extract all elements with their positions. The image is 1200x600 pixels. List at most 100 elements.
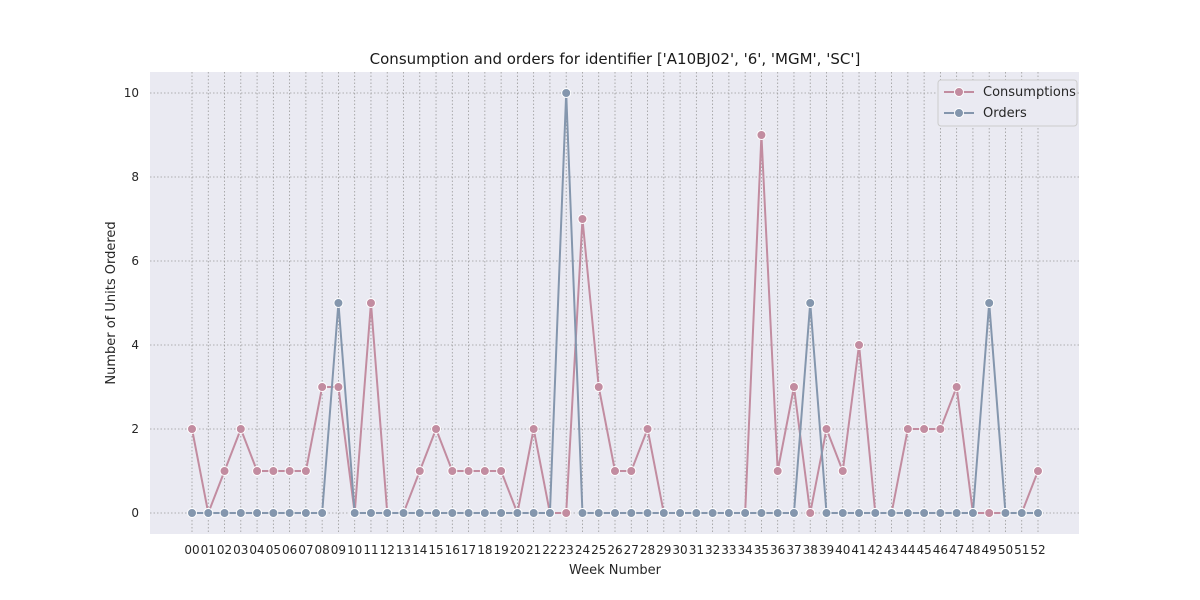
data-point-orders <box>902 508 913 518</box>
data-point-orders <box>1000 508 1011 518</box>
data-point-consumptions <box>577 214 588 224</box>
data-point-consumptions <box>788 382 799 392</box>
legend-label-consumptions: Consumptions <box>983 85 1076 100</box>
data-point-orders <box>235 508 246 518</box>
x-tick-label: 04 <box>249 543 264 557</box>
x-tick-label: 12 <box>380 543 395 557</box>
data-point-consumptions <box>365 298 376 308</box>
data-point-consumptions <box>610 466 620 476</box>
x-tick-label: 33 <box>721 543 736 557</box>
x-tick-label: 05 <box>266 543 281 557</box>
data-point-orders <box>203 508 214 518</box>
data-point-orders <box>365 508 376 518</box>
data-point-consumptions <box>463 466 474 476</box>
data-point-consumptions <box>1033 466 1043 476</box>
x-tick-labels: 00 01 02 03 04 05 06 07 08 09 10 11 12 13 14 15 16 17 18 19… <box>184 543 1045 557</box>
x-tick-label: 49 <box>982 543 997 557</box>
data-point-orders <box>951 508 962 518</box>
data-point-consumptions <box>333 382 344 392</box>
data-point-orders <box>561 88 572 98</box>
data-point-orders <box>593 508 604 518</box>
data-point-consumptions <box>447 466 458 476</box>
data-point-consumptions <box>528 424 539 434</box>
data-point-orders <box>187 508 197 518</box>
data-point-consumptions <box>431 424 442 434</box>
x-tick-label: 44 <box>900 543 915 557</box>
x-tick-label: 27 <box>624 543 639 557</box>
x-tick-label: 24 <box>575 543 590 557</box>
x-tick-label: 36 <box>770 543 785 557</box>
data-point-orders <box>919 508 930 518</box>
x-tick-label: 03 <box>233 543 248 557</box>
data-point-orders <box>772 508 783 518</box>
x-tick-label: 02 <box>217 543 232 557</box>
data-point-consumptions <box>821 424 832 434</box>
data-point-orders <box>740 508 751 518</box>
data-point-orders <box>414 508 425 518</box>
data-point-orders <box>723 508 734 518</box>
data-point-orders <box>219 508 230 518</box>
x-tick-label: 47 <box>949 543 964 557</box>
x-tick-label: 46 <box>933 543 948 557</box>
data-point-orders <box>837 508 848 518</box>
legend-marker-consumptions <box>954 87 964 97</box>
data-point-orders <box>935 508 946 518</box>
x-tick-label: 07 <box>298 543 313 557</box>
data-point-orders <box>886 508 897 518</box>
data-point-orders <box>756 508 767 518</box>
data-point-orders <box>610 508 620 518</box>
y-tick-label: 10 <box>124 86 139 100</box>
data-point-orders <box>854 508 865 518</box>
x-tick-label: 13 <box>396 543 411 557</box>
x-tick-label: 38 <box>803 543 818 557</box>
data-point-orders <box>788 508 799 518</box>
data-point-consumptions <box>268 466 279 476</box>
data-point-consumptions <box>984 508 995 518</box>
x-tick-label: 08 <box>315 543 330 557</box>
y-tick-label: 6 <box>131 254 139 268</box>
data-point-consumptions <box>187 424 197 434</box>
x-tick-label: 31 <box>689 543 704 557</box>
data-point-orders <box>1033 508 1043 518</box>
data-point-orders <box>447 508 458 518</box>
data-point-consumptions <box>935 424 946 434</box>
data-point-consumptions <box>300 466 311 476</box>
y-axis-label: Number of Units Ordered <box>104 221 119 384</box>
data-point-orders <box>984 298 995 308</box>
data-point-consumptions <box>756 130 767 140</box>
data-point-consumptions <box>854 340 865 350</box>
data-point-orders <box>707 508 718 518</box>
x-tick-label: 52 <box>1030 543 1045 557</box>
data-point-orders <box>658 508 669 518</box>
y-tick-label: 2 <box>131 422 139 436</box>
data-point-orders <box>300 508 311 518</box>
data-point-orders <box>805 298 816 308</box>
data-point-consumptions <box>479 466 490 476</box>
x-tick-label: 17 <box>461 543 476 557</box>
data-point-orders <box>642 508 653 518</box>
data-point-orders <box>349 508 360 518</box>
x-tick-label: 14 <box>412 543 427 557</box>
chart-title: Consumption and orders for identifier ['… <box>370 50 861 68</box>
x-tick-label: 00 <box>184 543 199 557</box>
x-tick-label: 48 <box>965 543 980 557</box>
data-point-consumptions <box>805 508 816 518</box>
data-point-consumptions <box>235 424 246 434</box>
data-point-orders <box>496 508 507 518</box>
x-tick-label: 25 <box>591 543 606 557</box>
data-point-consumptions <box>317 382 328 392</box>
x-tick-label: 32 <box>705 543 720 557</box>
x-tick-label: 20 <box>510 543 525 557</box>
legend-label-orders: Orders <box>983 106 1027 121</box>
data-point-orders <box>577 508 588 518</box>
x-tick-label: 23 <box>559 543 574 557</box>
data-point-consumptions <box>496 466 507 476</box>
data-point-consumptions <box>219 466 230 476</box>
data-point-orders <box>268 508 279 518</box>
data-point-orders <box>691 508 702 518</box>
x-tick-label: 40 <box>835 543 850 557</box>
data-point-consumptions <box>919 424 930 434</box>
data-point-orders <box>479 508 490 518</box>
x-tick-label: 37 <box>786 543 801 557</box>
data-point-consumptions <box>772 466 783 476</box>
